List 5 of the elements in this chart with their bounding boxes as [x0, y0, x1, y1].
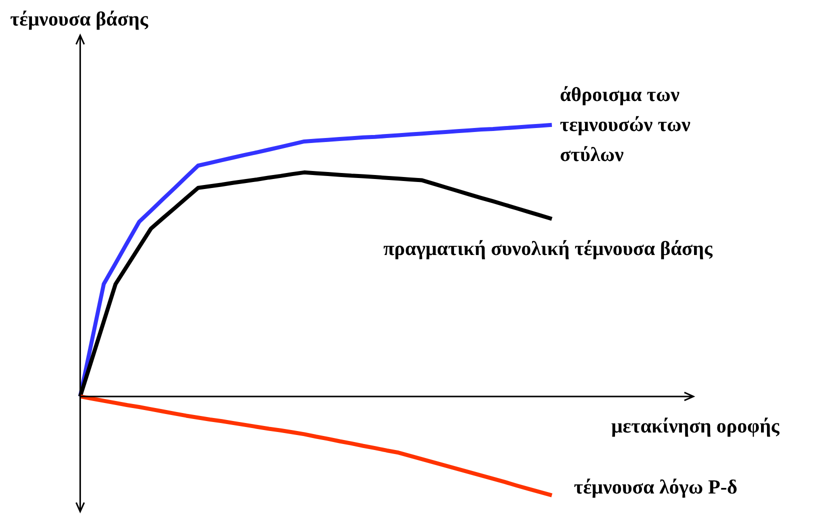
- y-axis-title: τέμνουσα βάσης: [10, 8, 149, 30]
- series-label: τέμνουσα λόγω P-δ: [574, 476, 738, 498]
- series-label: άθροισμα των τεμνουσών των στύλων: [560, 84, 691, 166]
- x-axis-title: μετακίνηση οροφής: [611, 415, 780, 438]
- series-label: πραγματική συνολική τέμνουσα βάσης: [383, 238, 713, 260]
